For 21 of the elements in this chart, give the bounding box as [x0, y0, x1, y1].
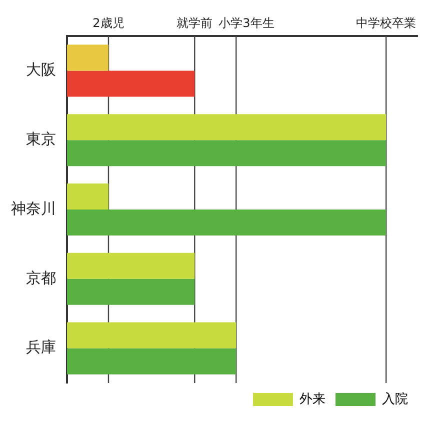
legend-label: 外来 — [300, 392, 326, 407]
y-tick-label: 京都 — [26, 268, 56, 287]
bar — [67, 278, 195, 305]
y-tick-label: 兵庫 — [26, 338, 56, 356]
bar — [67, 114, 386, 140]
bar — [67, 70, 195, 97]
y-tick-label: 大阪 — [26, 60, 56, 79]
bar — [67, 252, 195, 279]
legend-label: 入院 — [382, 392, 408, 407]
ref-line-label: 就学前 — [176, 16, 213, 30]
y-tick-label: 神奈川 — [11, 199, 56, 218]
bar — [67, 44, 108, 71]
bar — [67, 140, 386, 166]
ref-line-label: 2歳児 — [92, 16, 124, 30]
bar — [67, 348, 236, 374]
bar — [67, 210, 386, 236]
ref-line-label: 小学3年生 — [218, 16, 274, 30]
y-tick-label: 東京 — [26, 130, 56, 148]
bar — [67, 322, 236, 348]
ref-line-label: 中学校卒業 — [356, 16, 416, 30]
bar — [67, 183, 108, 210]
